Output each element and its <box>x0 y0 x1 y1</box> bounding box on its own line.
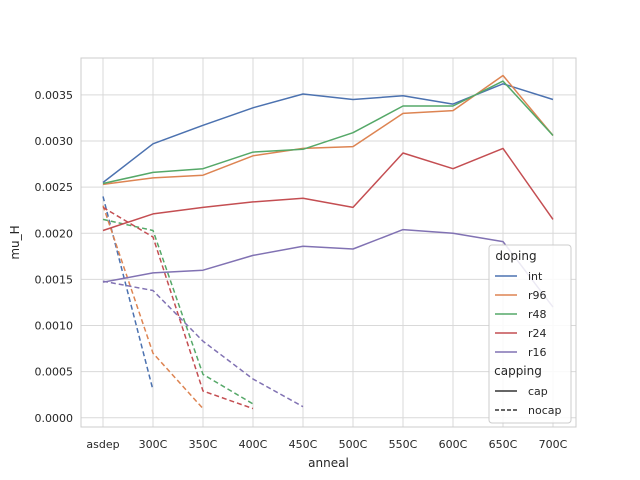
x-tick-label: 500C <box>339 438 368 451</box>
series-line-r16-nocap <box>102 280 304 408</box>
legend-label-nocap: nocap <box>528 404 561 417</box>
legend-label-r96: r96 <box>528 289 547 302</box>
y-tick-label: 0.0015 <box>35 273 74 286</box>
x-tick-label: 700C <box>539 438 568 451</box>
legend-label-r24: r24 <box>528 327 547 340</box>
series-lines <box>102 74 554 410</box>
y-tick-label: 0.0035 <box>35 89 74 102</box>
legend-label-r16: r16 <box>528 346 547 359</box>
series-line-r24-cap <box>102 147 554 232</box>
series-line-r96-nocap <box>102 205 204 410</box>
y-tick-label: 0.0025 <box>35 181 74 194</box>
x-tick-label: 300C <box>139 438 168 451</box>
series-line-r48-cap <box>102 80 554 185</box>
y-axis-title: mu_H <box>8 225 22 259</box>
series-line-r24-nocap <box>102 206 254 410</box>
y-tick-label: 0.0000 <box>35 412 74 425</box>
series-line-r16-cap <box>102 228 554 308</box>
y-tick-label: 0.0005 <box>35 366 74 379</box>
y-tick-label: 0.0030 <box>35 135 74 148</box>
plot-frame <box>80 57 577 428</box>
x-tick-label: 400C <box>239 438 268 451</box>
y-tick-label: 0.0020 <box>35 227 74 240</box>
series-line-r48-nocap <box>102 218 254 405</box>
legend-label-int: int <box>528 270 543 283</box>
x-tick-label: 450C <box>289 438 318 451</box>
x-tick-label: 350C <box>189 438 218 451</box>
legend-title-capping: capping <box>494 364 542 378</box>
y-tick-label: 0.0010 <box>35 320 74 333</box>
legend-label-r48: r48 <box>528 308 547 321</box>
x-tick-label: asdep <box>86 438 119 451</box>
x-axis-title: anneal <box>308 456 349 470</box>
x-tick-label: 550C <box>389 438 418 451</box>
legend-box <box>488 244 572 424</box>
legend: doping int r96 r48 r24 r16 capping cap nocap <box>488 244 572 424</box>
legend-title-doping: doping <box>495 249 536 263</box>
x-tick-label: 650C <box>489 438 518 451</box>
legend-label-cap: cap <box>528 385 548 398</box>
x-tick-label: 600C <box>439 438 468 451</box>
axes: asdep 300C 350C 400C 450C 500C 550C 600C 650C 700… <box>35 57 577 451</box>
